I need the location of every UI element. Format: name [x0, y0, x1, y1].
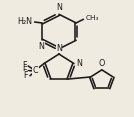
Text: F: F — [24, 71, 28, 80]
Text: F: F — [22, 61, 26, 70]
Text: C: C — [33, 66, 38, 75]
Text: N: N — [38, 42, 44, 51]
Text: O: O — [99, 59, 105, 68]
Text: H₂N: H₂N — [17, 18, 32, 26]
Text: N: N — [56, 3, 62, 12]
Text: CH₃: CH₃ — [85, 15, 99, 21]
Text: F: F — [22, 66, 26, 75]
Text: N: N — [56, 44, 62, 53]
Text: N: N — [76, 59, 82, 68]
